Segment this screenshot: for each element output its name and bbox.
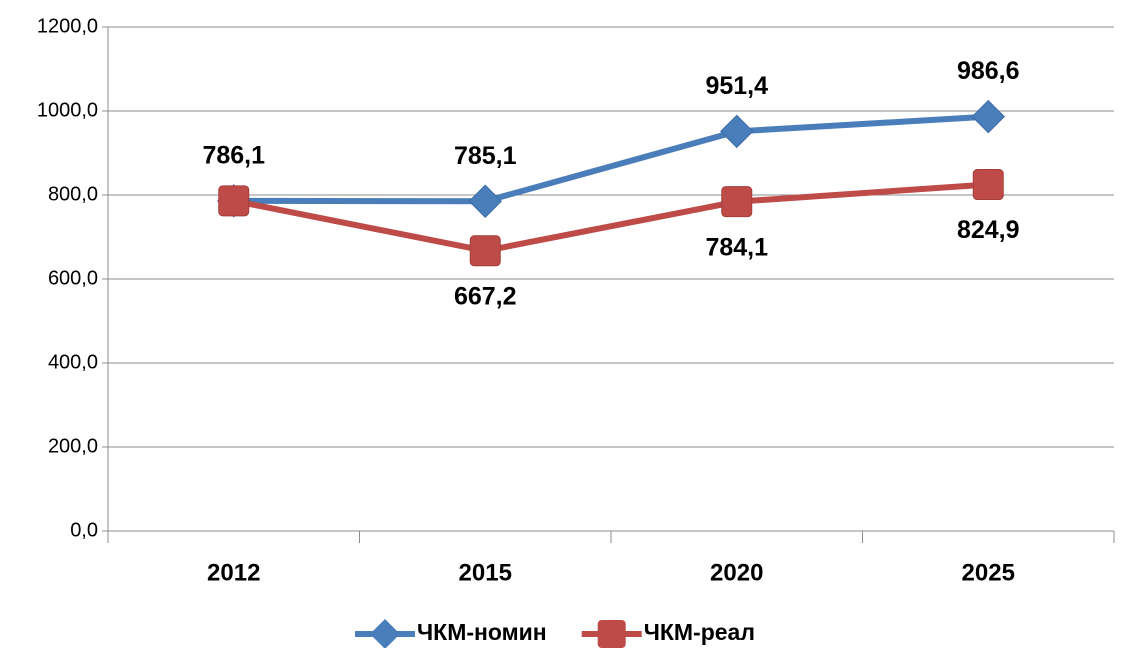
data-label: 824,9 [957, 216, 1020, 244]
y-tick-label: 0,0 [70, 519, 98, 541]
y-tick-label: 1000,0 [37, 99, 98, 121]
data-label: 784,1 [705, 233, 768, 261]
series-line [233, 181, 989, 254]
data-point [972, 169, 1004, 201]
data-point [971, 99, 1005, 134]
series-line [233, 113, 989, 205]
y-tick-label: 800,0 [48, 183, 98, 205]
data-point [469, 235, 501, 267]
data-label: 785,1 [454, 142, 517, 170]
legend-marker [597, 620, 626, 648]
y-tick-label: 600,0 [48, 267, 98, 289]
data-point [721, 186, 753, 218]
y-tick-label: 200,0 [48, 435, 98, 457]
x-tick-label: 2025 [962, 559, 1015, 586]
data-label: 986,6 [957, 57, 1020, 85]
data-label: 667,2 [454, 282, 517, 310]
legend-label: ЧКМ-реал [644, 619, 755, 645]
x-tick-label: 2020 [710, 559, 763, 586]
legend-label: ЧКМ-номин [417, 619, 547, 645]
data-point [468, 184, 502, 218]
data-point [720, 114, 754, 149]
x-tick-label: 2015 [459, 559, 512, 586]
legend-marker [370, 619, 400, 649]
y-tick-label: 400,0 [48, 351, 98, 373]
data-label: 786,1 [202, 141, 265, 169]
y-tick-label: 1200,0 [37, 15, 98, 37]
data-point [218, 185, 250, 217]
data-label: 951,4 [705, 72, 768, 100]
x-tick-label: 2012 [207, 559, 260, 586]
